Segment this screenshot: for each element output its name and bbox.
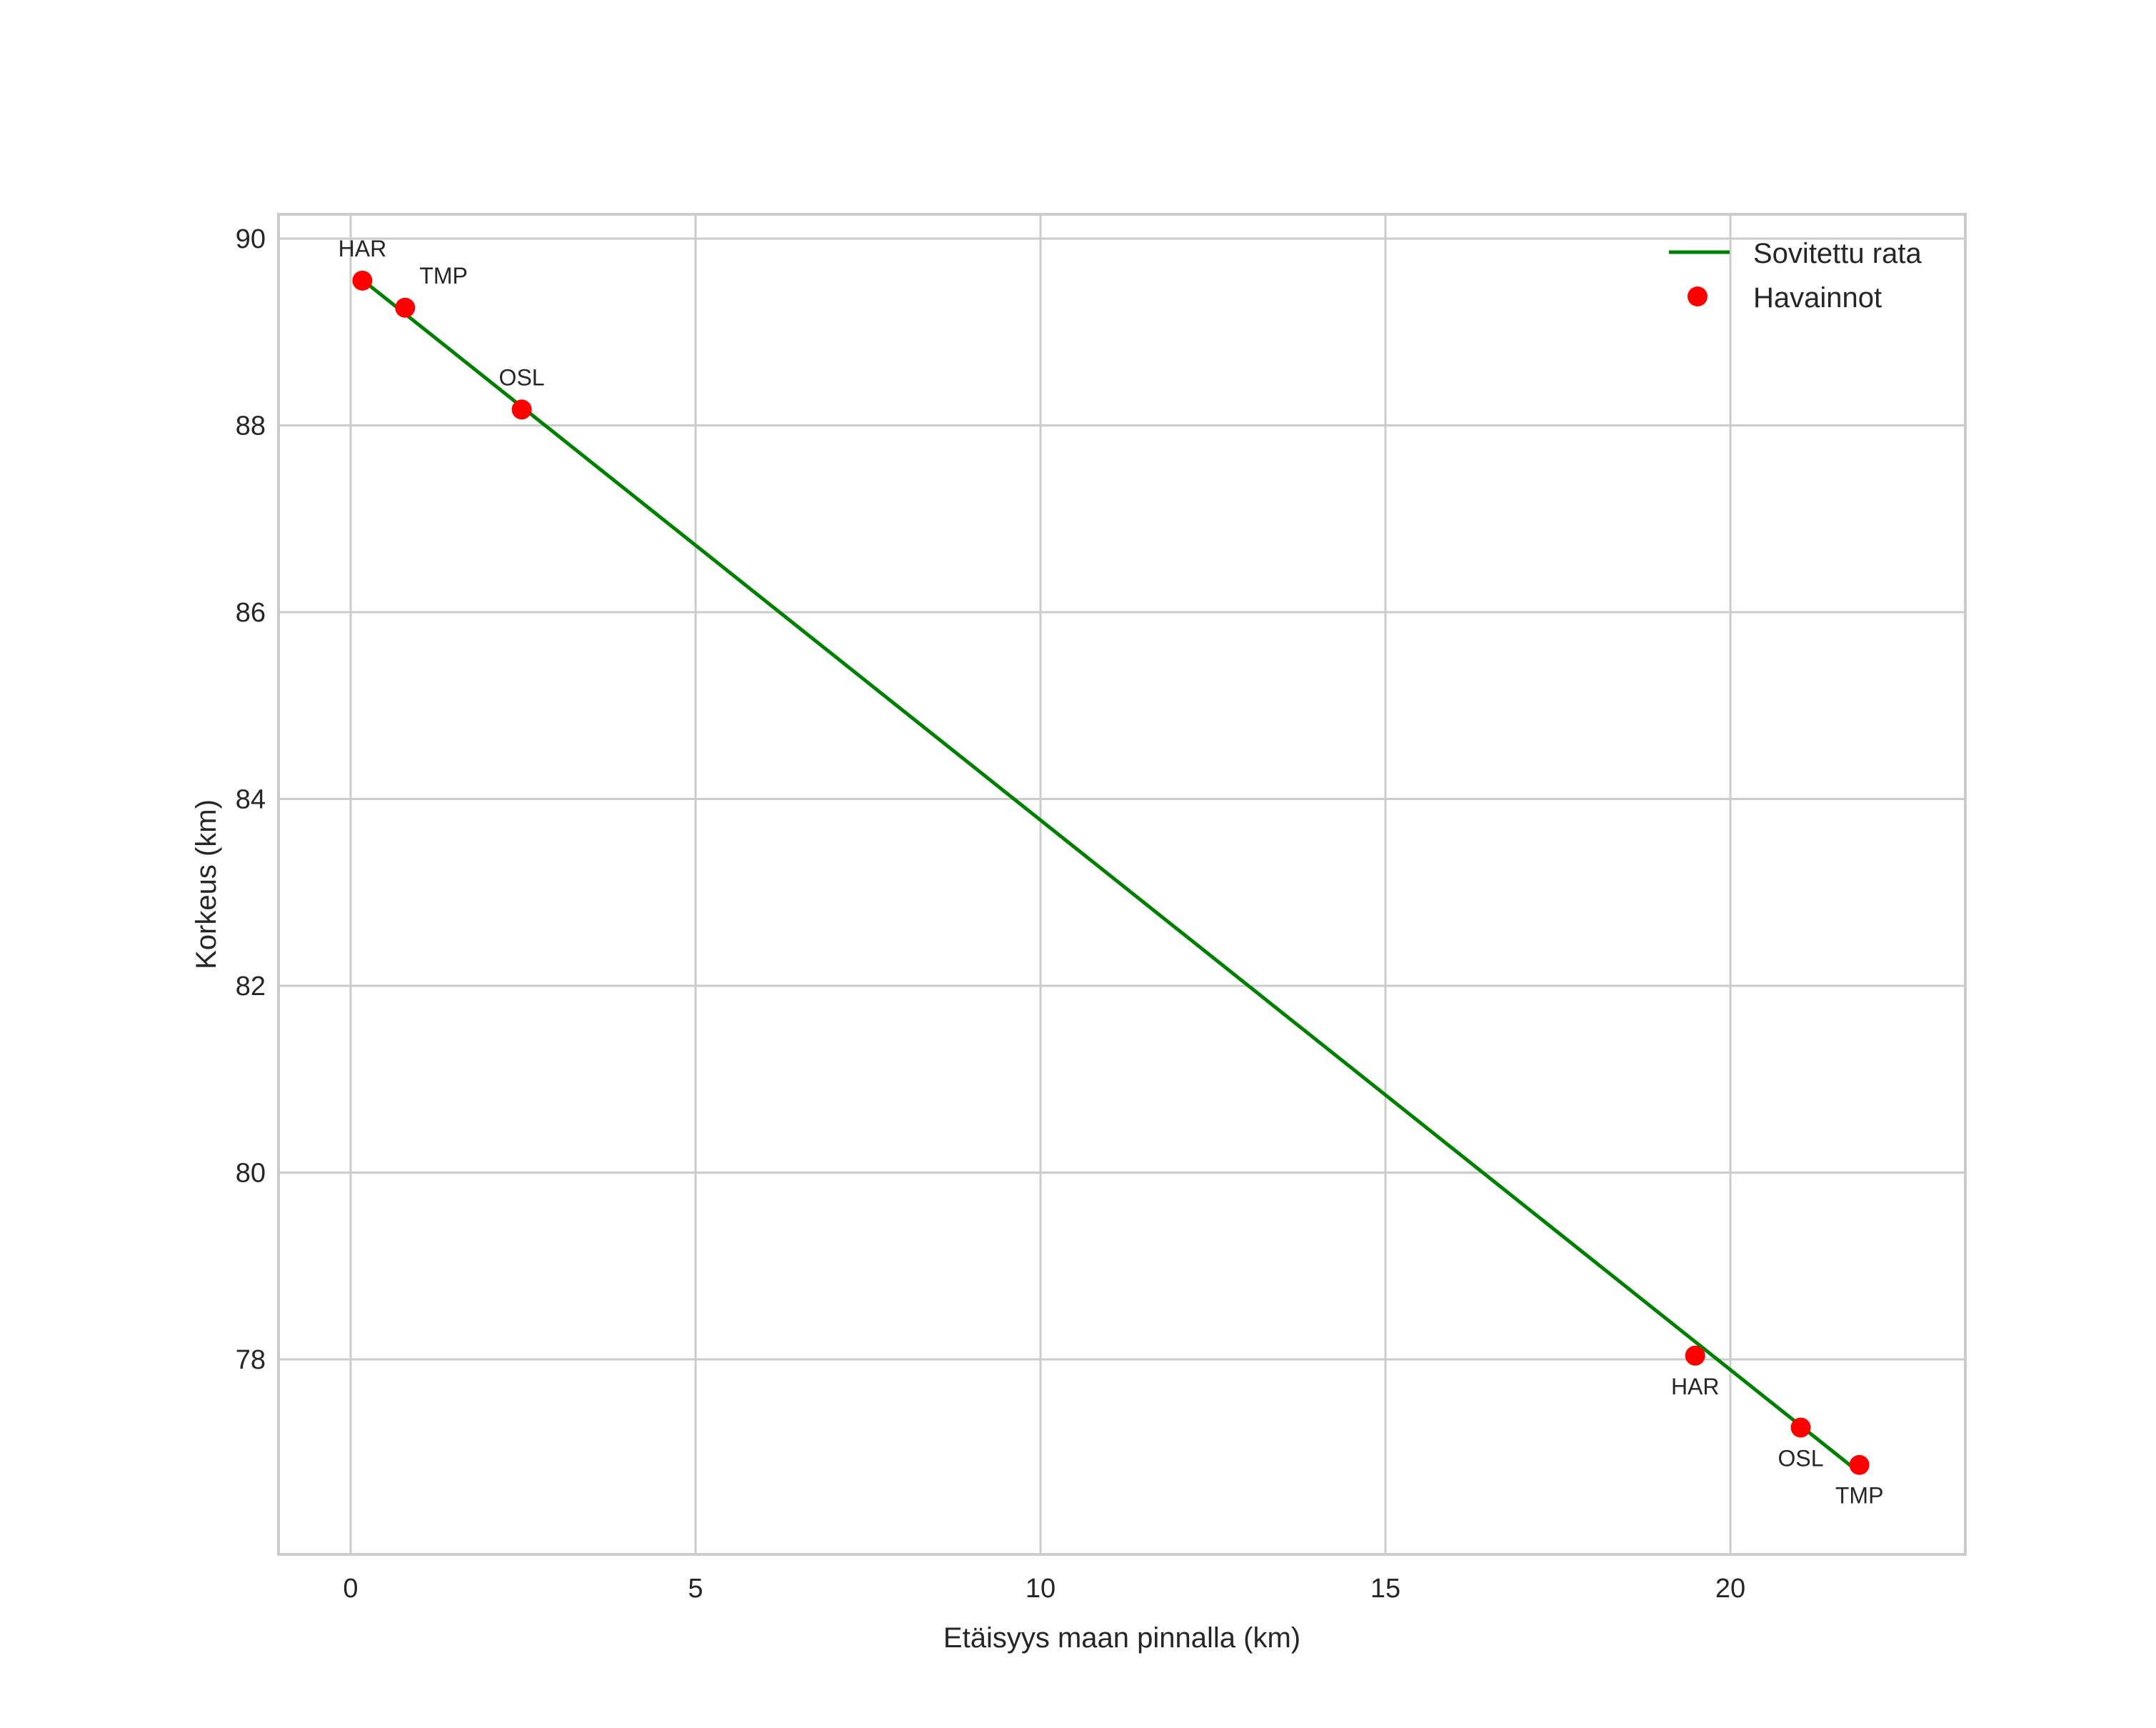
x-tick-label: 10 xyxy=(1026,1574,1056,1604)
y-tick-label: 80 xyxy=(236,1159,266,1189)
y-tick-label: 88 xyxy=(236,411,266,441)
fitted-trajectory-line xyxy=(356,274,1860,1473)
y-tick-label: 90 xyxy=(236,224,266,254)
legend-dot-icon xyxy=(1688,286,1708,306)
observation-point xyxy=(1685,1345,1705,1366)
plot-series xyxy=(352,270,1870,1475)
observation-label: OSL xyxy=(499,364,545,390)
y-axis-ticks: 78 80 82 84 86 88 90 xyxy=(236,224,266,1375)
axes-frame xyxy=(277,213,1967,1556)
observation-label: TMP xyxy=(1835,1483,1884,1509)
x-axis-ticks: 0 5 10 15 20 xyxy=(343,1574,1745,1604)
x-tick-label: 20 xyxy=(1715,1574,1745,1604)
x-tick-label: 15 xyxy=(1370,1574,1400,1604)
y-axis-label: Korkeus (km) xyxy=(191,799,222,969)
y-tick-label: 82 xyxy=(236,972,266,1002)
x-tick-label: 0 xyxy=(343,1574,358,1604)
legend-label-points: Havainnot xyxy=(1753,282,1882,314)
legend: Sovitettu rata Havainnot xyxy=(1669,238,1922,314)
y-tick-label: 86 xyxy=(236,598,266,628)
observation-point xyxy=(511,399,532,420)
x-tick-label: 5 xyxy=(688,1574,703,1604)
observation-point xyxy=(395,297,416,318)
observation-point xyxy=(352,270,373,291)
legend-label-line: Sovitettu rata xyxy=(1753,238,1922,269)
y-tick-label: 78 xyxy=(236,1345,266,1375)
observation-point xyxy=(1849,1454,1870,1475)
point-labels: HAR TMP OSL HAR OSL TMP xyxy=(339,236,1884,1509)
observation-label: HAR xyxy=(1671,1374,1720,1399)
x-axis-label: Etäisyys maan pinnalla (km) xyxy=(943,1622,1300,1654)
grid-lines xyxy=(279,214,1965,1554)
y-tick-label: 84 xyxy=(236,785,266,815)
observation-label: HAR xyxy=(339,236,387,261)
observation-point xyxy=(1790,1417,1811,1438)
observation-label: TMP xyxy=(419,263,468,289)
observation-label: OSL xyxy=(1778,1445,1824,1471)
